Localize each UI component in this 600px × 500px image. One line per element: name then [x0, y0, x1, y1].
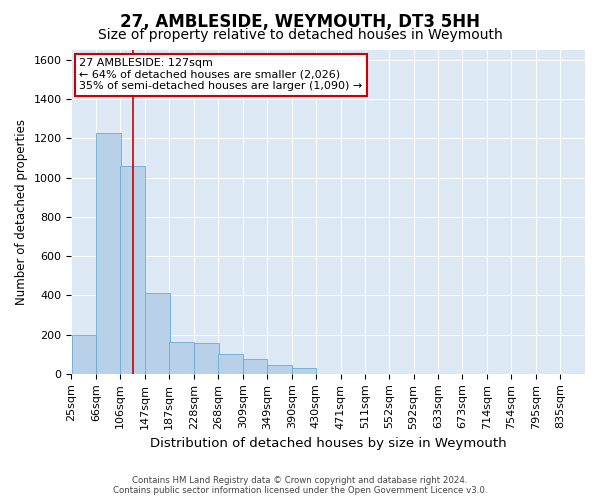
Bar	[145, 294, 170, 374]
Bar	[169, 342, 194, 374]
Bar	[292, 368, 316, 374]
Bar	[121, 166, 145, 374]
Bar	[218, 354, 242, 374]
Bar	[71, 334, 96, 374]
Bar	[194, 344, 218, 374]
Bar	[96, 134, 121, 374]
Bar	[243, 359, 268, 374]
Text: Size of property relative to detached houses in Weymouth: Size of property relative to detached ho…	[98, 28, 502, 42]
Y-axis label: Number of detached properties: Number of detached properties	[15, 119, 28, 305]
Text: Contains HM Land Registry data © Crown copyright and database right 2024.
Contai: Contains HM Land Registry data © Crown c…	[113, 476, 487, 495]
X-axis label: Distribution of detached houses by size in Weymouth: Distribution of detached houses by size …	[150, 437, 506, 450]
Text: 27, AMBLESIDE, WEYMOUTH, DT3 5HH: 27, AMBLESIDE, WEYMOUTH, DT3 5HH	[120, 12, 480, 30]
Bar	[267, 365, 292, 374]
Text: 27 AMBLESIDE: 127sqm
← 64% of detached houses are smaller (2,026)
35% of semi-de: 27 AMBLESIDE: 127sqm ← 64% of detached h…	[79, 58, 362, 92]
